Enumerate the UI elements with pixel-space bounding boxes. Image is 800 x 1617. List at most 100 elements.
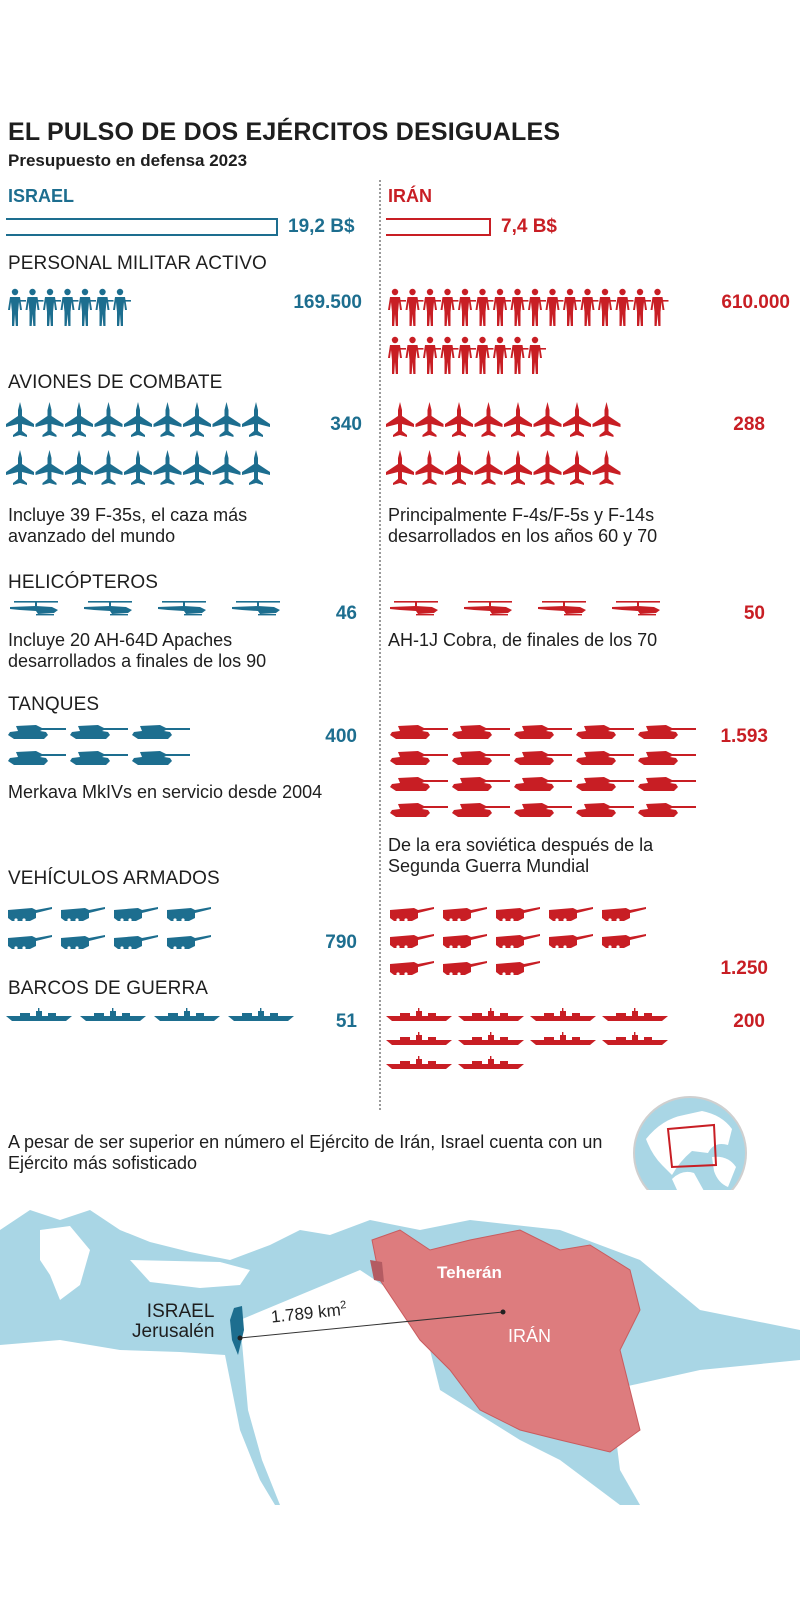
iran-fighter-jet-icon-4 <box>474 402 503 437</box>
jerusalem-map-label: Jerusalén <box>132 1321 215 1342</box>
israel-aviones-value: 340 <box>330 414 362 435</box>
iran-warship-icon-2 <box>458 1008 524 1021</box>
iran-soldier-icon-5 <box>458 288 476 326</box>
israel-helicopter-icon-1 <box>10 601 58 616</box>
iran-warship-icon-10 <box>458 1056 524 1069</box>
iran-warship-icon-6 <box>458 1032 524 1045</box>
iran-armored-vehicle-icon-11 <box>390 961 434 976</box>
iran-tank-icon-16 <box>390 803 448 817</box>
iran-budget-label: 7,4 B$ <box>501 216 557 237</box>
iran-aviones-note: Principalmente F-4s/F-5s y F-14s desarro… <box>388 505 658 546</box>
iran-warship-icon-1 <box>386 1008 452 1021</box>
africa-land <box>0 1340 275 1505</box>
israel-armored-vehicle-icon-7 <box>114 935 158 950</box>
column-divider <box>379 180 381 1110</box>
israel-fighter-jet-icon-2 <box>35 402 64 437</box>
iran-soldier-icon-19 <box>423 336 441 374</box>
iran-armored-vehicle-icon-1 <box>390 907 434 922</box>
iran-helicopteros-note: AH-1J Cobra, de finales de los 70 <box>388 630 658 650</box>
israel-tank-icon-6 <box>132 751 190 765</box>
iran-personal-value: 610.000 <box>721 292 790 313</box>
israel-barcos-value: 51 <box>335 1011 357 1032</box>
globe-locator-icon <box>633 1096 747 1210</box>
iran-soldier-icon-8 <box>510 288 529 326</box>
iran-tank-icon-4 <box>576 725 634 739</box>
iran-soldier-icon-3 <box>423 288 441 326</box>
iran-header: IRÁN <box>388 186 432 206</box>
northern-land <box>0 1190 800 1330</box>
section-label-aviones: AVIONES DE COMBATE <box>8 372 223 393</box>
iran-helicopter-icons <box>390 601 660 616</box>
israel-fighter-jet-icon-8 <box>212 402 241 437</box>
iran-soldier-icon-7 <box>493 288 511 326</box>
israel-aviones-note: Incluye 39 F-35s, el caza más avanzado d… <box>8 505 248 546</box>
israel-soldier-icons <box>8 288 131 326</box>
iran-tank-icon-13 <box>514 777 572 791</box>
page-subtitle: Presupuesto en defensa 2023 <box>8 151 248 170</box>
greece-land <box>40 1226 90 1300</box>
israel-shape <box>230 1306 244 1355</box>
israel-armored-vehicle-icon-5 <box>8 935 52 950</box>
eastern-land <box>610 1360 800 1505</box>
distance-superscript: 2 <box>339 1299 347 1312</box>
iran-soldier-icon-10 <box>545 288 564 326</box>
israel-budget-bar <box>6 218 278 236</box>
israel-map-label: ISRAEL Jerusalén <box>132 1302 214 1342</box>
iran-tank-icon-7 <box>452 751 510 765</box>
iran-helicopteros-value: 50 <box>743 603 765 624</box>
iran-fighter-jet-icon-14 <box>533 450 562 485</box>
iran-armored-vehicle-icon-6 <box>390 934 434 949</box>
iran-soldier-icon-21 <box>458 336 476 374</box>
iran-armored-vehicle-icons <box>390 907 646 976</box>
iran-tank-icons <box>390 725 696 817</box>
section-label-helicopteros: HELICÓPTEROS <box>8 572 159 593</box>
iran-fighter-jet-icon-15 <box>563 450 591 485</box>
distance-line <box>239 1311 504 1339</box>
iran-fighter-jet-icon-10 <box>415 450 444 485</box>
iran-tank-icon-3 <box>514 725 572 739</box>
iran-fighter-jet-icons <box>386 402 621 485</box>
israel-fighter-jet-icon-18 <box>242 450 270 485</box>
israel-armored-vehicle-icon-6 <box>61 935 105 950</box>
iran-soldier-icon-4 <box>440 288 459 326</box>
israel-fighter-jet-icon-9 <box>242 402 270 437</box>
israel-fighter-jet-icon-13 <box>94 450 123 485</box>
iran-helicopter-icon-1 <box>390 601 438 616</box>
israel-helicopter-icon-3 <box>158 601 206 616</box>
iran-tank-icon-18 <box>514 803 572 817</box>
israel-soldier-icon-4 <box>60 288 79 326</box>
section-label-vehiculos: VEHÍCULOS ARMADOS <box>8 868 220 889</box>
israel-helicopter-icon-2 <box>84 601 132 616</box>
iran-armored-vehicle-icon-12 <box>443 961 487 976</box>
iran-soldier-icon-20 <box>440 336 459 374</box>
israel-personal-value: 169.500 <box>293 292 362 313</box>
iran-tank-icon-19 <box>576 803 634 817</box>
israel-soldier-icon-1 <box>8 288 26 326</box>
iran-helicopter-icon-2 <box>464 601 512 616</box>
iran-warship-icon-9 <box>386 1056 452 1069</box>
iran-soldier-icon-2 <box>405 288 424 326</box>
iran-soldier-icon-17 <box>388 336 406 374</box>
section-label-personal: PERSONAL MILITAR ACTIVO <box>8 253 267 274</box>
iran-helicopter-icon-3 <box>538 601 586 616</box>
israel-helicopter-icons <box>10 601 280 616</box>
israel-helicopteros-note: Incluye 20 AH-64D Apaches desarrollados … <box>8 630 267 671</box>
iran-armored-vehicle-icon-2 <box>443 907 487 922</box>
israel-fighter-jet-icon-10 <box>6 450 34 485</box>
iran-soldier-icons <box>388 288 669 374</box>
iran-armored-vehicle-icon-13 <box>496 961 540 976</box>
iran-tank-icon-8 <box>514 751 572 765</box>
iran-tank-icon-9 <box>576 751 634 765</box>
israel-fighter-jet-icon-14 <box>124 450 152 485</box>
iran-tank-icon-20 <box>638 803 696 817</box>
iran-tank-icon-2 <box>452 725 510 739</box>
iran-soldier-icon-23 <box>493 336 511 374</box>
iran-helicopter-icon-4 <box>612 601 660 616</box>
iran-warship-icon-8 <box>602 1032 668 1045</box>
iran-fighter-jet-icon-3 <box>445 402 473 437</box>
iran-soldier-icon-15 <box>633 288 651 326</box>
israel-fighter-jet-icon-3 <box>65 402 93 437</box>
israel-warship-icon-4 <box>228 1008 294 1021</box>
iran-armored-vehicle-icon-8 <box>496 934 540 949</box>
israel-budget-label: 19,2 B$ <box>288 216 355 237</box>
